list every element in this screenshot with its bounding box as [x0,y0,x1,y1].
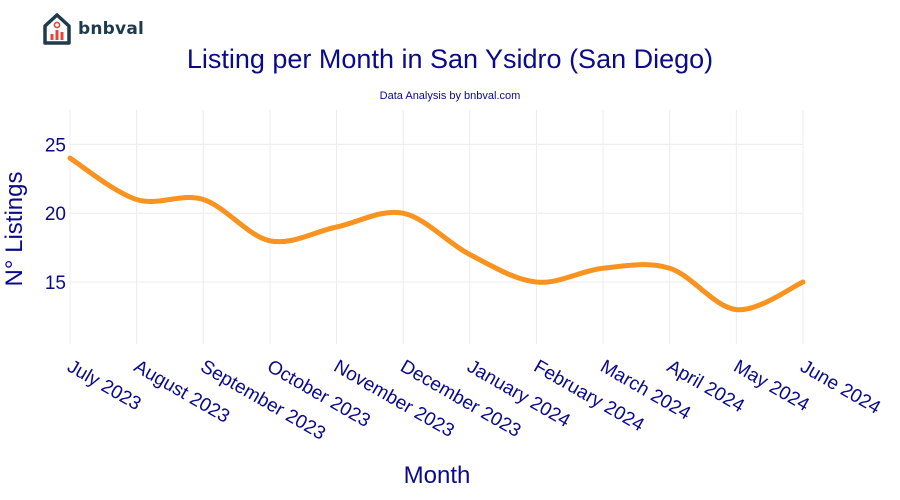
brand-name: bnbval [78,19,145,39]
chart-title: Listing per Month in San Ysidro (San Die… [186,44,714,74]
y-axis-title: N° Listings [1,172,28,287]
x-tick-label: June 2024 [797,356,885,419]
grid-lines [69,110,804,344]
y-tick-labels: 15 20 25 [45,135,66,294]
y-tick-label: 15 [45,273,66,294]
house-chart-icon [43,13,71,45]
y-tick-label: 20 [45,204,66,225]
series-line [67,155,806,313]
series-lines [67,155,806,313]
x-tick-label: February 2024 [530,356,648,436]
x-axis-title: Month [404,462,471,489]
chart-subtitle: Data Analysis by bnbval.com [379,90,521,102]
x-tick-label: July 2023 [64,356,145,415]
y-tick-label: 25 [45,135,66,156]
brand-logo: bnbval [42,12,144,46]
